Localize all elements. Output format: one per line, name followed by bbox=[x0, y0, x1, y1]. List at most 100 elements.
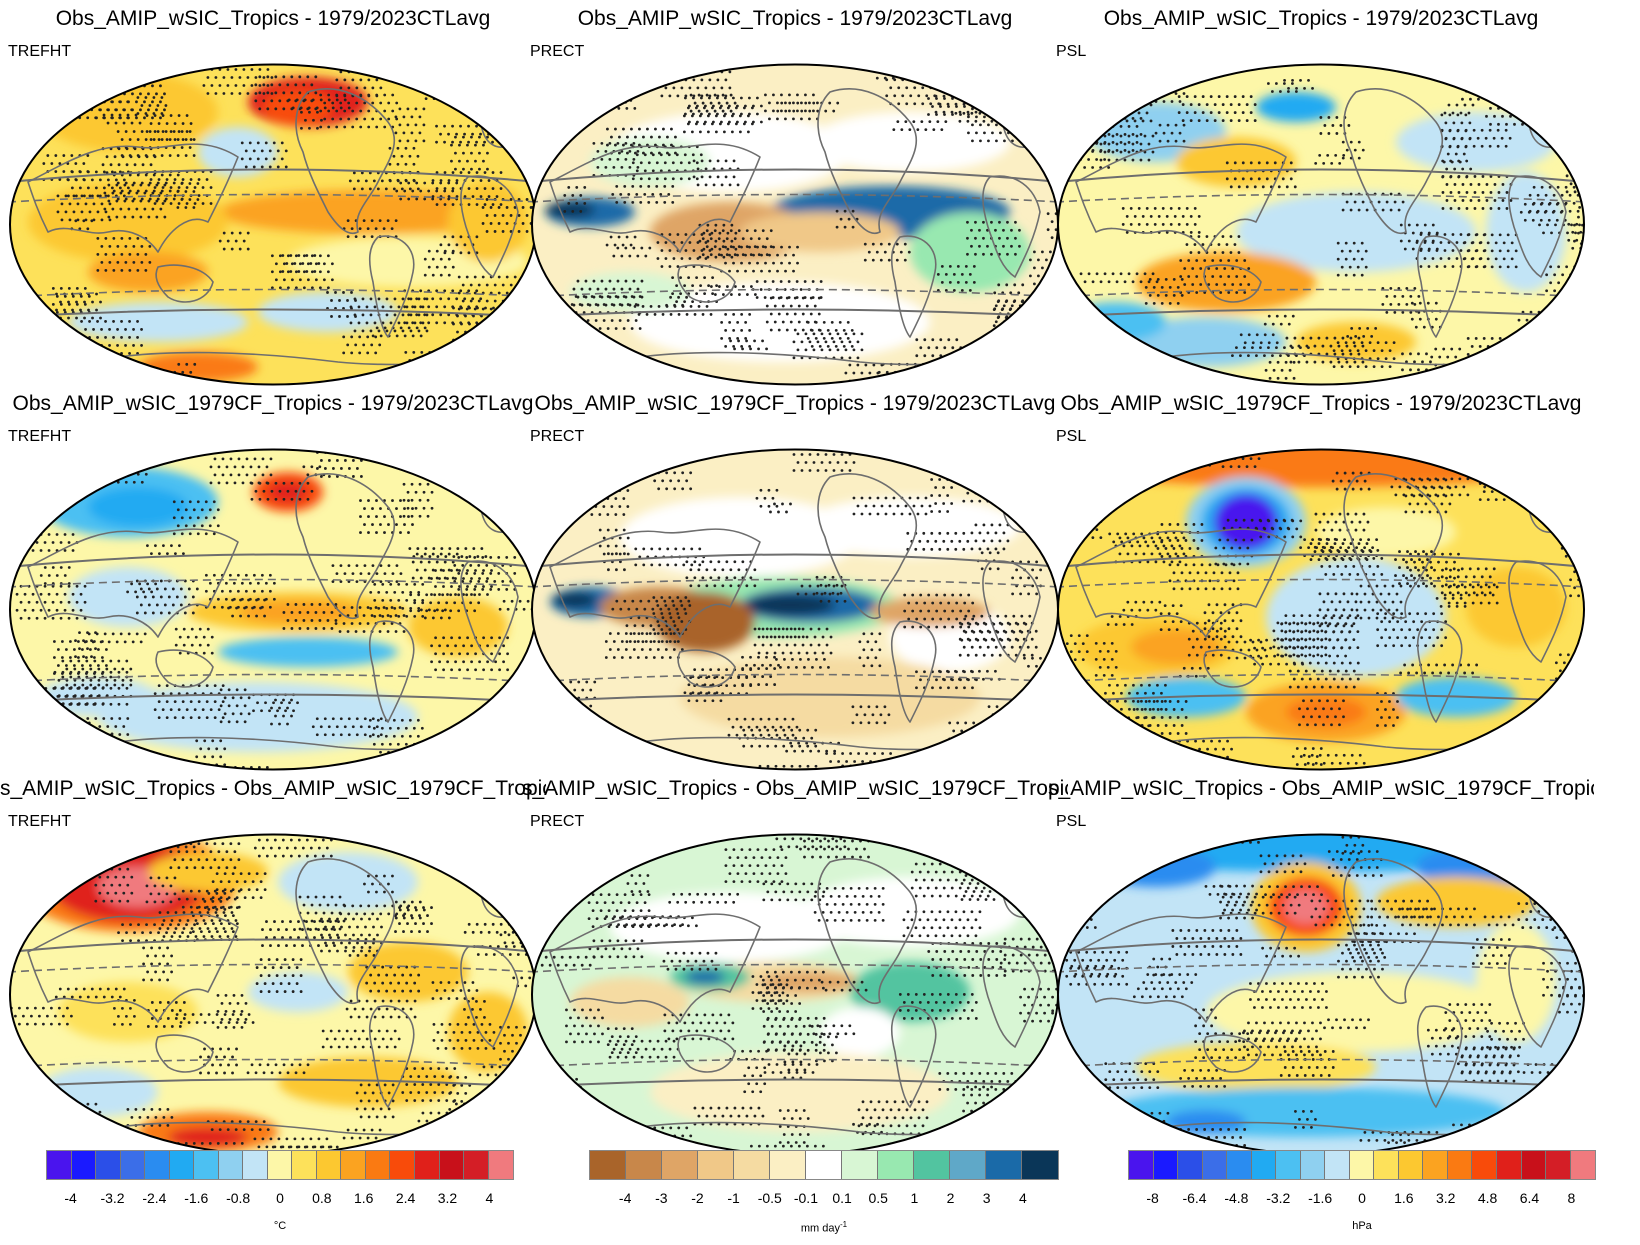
colorbar-tick-label: -3.2 bbox=[100, 1190, 125, 1206]
map-panel: s_AMIP_wSIC_Tropics - Obs_AMIP_wSIC_1979… bbox=[0, 776, 546, 1160]
world-map bbox=[1057, 448, 1585, 771]
map-panel: s_AMIP_wSIC_Tropics - Obs_AMIP_wSIC_1979… bbox=[1048, 776, 1594, 1160]
colorbar-swatch bbox=[1227, 1151, 1252, 1179]
colorbar-tick-label: 2 bbox=[946, 1190, 955, 1206]
colorbar-swatch bbox=[806, 1151, 842, 1179]
colorbar-swatch bbox=[986, 1151, 1022, 1179]
colorbar-swatch bbox=[169, 1151, 195, 1179]
colorbar-tick-label: -4 bbox=[64, 1190, 77, 1206]
colorbar-tick-label: -0.8 bbox=[226, 1190, 251, 1206]
panel-variable: PRECT bbox=[530, 43, 585, 60]
colorbar-swatch bbox=[120, 1151, 146, 1179]
colorbar-swatch bbox=[218, 1151, 244, 1179]
colorbar-tick-label: 0 bbox=[1358, 1190, 1366, 1206]
world-map bbox=[1057, 833, 1585, 1156]
colorbar-swatch bbox=[626, 1151, 662, 1179]
colorbar-tick-label: -6.4 bbox=[1182, 1190, 1207, 1206]
colorbar-tick-label: 0.5 bbox=[868, 1190, 888, 1206]
colorbar-swatch bbox=[243, 1151, 268, 1179]
colorbar-tick-label: 1 bbox=[910, 1190, 919, 1206]
colorbar-swatch bbox=[1546, 1151, 1571, 1179]
map-panel: s_AMIP_wSIC_Tropics - Obs_AMIP_wSIC_1979… bbox=[522, 776, 1068, 1160]
world-map bbox=[9, 833, 537, 1156]
colorbar-boxes bbox=[589, 1150, 1059, 1180]
colorbar-swatch bbox=[878, 1151, 914, 1179]
map-panel: Obs_AMIP_wSIC_1979CF_Tropics - 1979/2023… bbox=[1048, 391, 1594, 775]
panel-variable: PRECT bbox=[530, 813, 585, 830]
world-map bbox=[531, 448, 1059, 771]
colorbar-tick-label: 4 bbox=[485, 1190, 494, 1206]
colorbar-swatch bbox=[145, 1151, 170, 1179]
colorbar-tick-label: -3.2 bbox=[1266, 1190, 1291, 1206]
panel-variable: PSL bbox=[1056, 813, 1087, 830]
panel-variable: PRECT bbox=[530, 428, 585, 445]
colorbar-tick-label: -0.1 bbox=[793, 1190, 818, 1206]
colorbar-unit: mm day-1 bbox=[800, 1220, 848, 1235]
panel-variable: TREFHT bbox=[8, 813, 72, 830]
colorbar-swatch bbox=[390, 1151, 415, 1179]
colorbar-swatch bbox=[1022, 1151, 1058, 1179]
colorbar-swatch bbox=[914, 1151, 950, 1179]
colorbar-unit: °C bbox=[273, 1220, 287, 1232]
colorbar-swatch bbox=[71, 1151, 97, 1179]
colorbar-swatch bbox=[365, 1151, 391, 1179]
colorbar-swatch bbox=[1521, 1151, 1547, 1179]
colorbar-tick-label: -4.8 bbox=[1224, 1190, 1249, 1206]
map-panel: Obs_AMIP_wSIC_Tropics - 1979/2023CTLavg … bbox=[522, 6, 1068, 390]
colorbar-tick-label: -3 bbox=[655, 1190, 668, 1206]
colorbar-swatch bbox=[1398, 1151, 1424, 1179]
panel-title: Obs_AMIP_wSIC_Tropics - 1979/2023CTLavg bbox=[1103, 7, 1539, 30]
colorbar-swatch bbox=[590, 1151, 626, 1179]
colorbar-tick-label: 0.1 bbox=[832, 1190, 852, 1206]
map-panel: Obs_AMIP_wSIC_1979CF_Tropics - 1979/2023… bbox=[522, 391, 1068, 775]
colorbar-tick-label: 4.8 bbox=[1477, 1190, 1498, 1206]
colorbar-tick-label: 0.8 bbox=[312, 1190, 332, 1206]
colorbar-swatch bbox=[1570, 1151, 1596, 1179]
colorbar-swatch bbox=[1202, 1151, 1228, 1179]
colorbar-swatch bbox=[194, 1151, 219, 1179]
colorbar-swatch bbox=[734, 1151, 770, 1179]
panel-title: Obs_AMIP_wSIC_1979CF_Tropics - 1979/2023… bbox=[1060, 392, 1582, 415]
panel-variable: TREFHT bbox=[8, 43, 72, 60]
world-map bbox=[531, 833, 1059, 1156]
colorbar-swatch bbox=[316, 1151, 342, 1179]
colorbar-tick-label: 1.6 bbox=[1394, 1190, 1414, 1206]
colorbar-swatch bbox=[267, 1151, 293, 1179]
colorbar-swatch bbox=[1374, 1151, 1399, 1179]
colorbar-tick-label: -2 bbox=[691, 1190, 704, 1206]
world-map bbox=[9, 448, 537, 771]
colorbar-swatch bbox=[1251, 1151, 1277, 1179]
colorbar-unit: hPa bbox=[1352, 1220, 1372, 1232]
colorbar-tick-label: 2.4 bbox=[395, 1190, 416, 1206]
colorbar-tick-label: 4 bbox=[1018, 1190, 1027, 1206]
colorbar-swatch bbox=[341, 1151, 366, 1179]
colorbar-tick-label: -0.5 bbox=[757, 1190, 782, 1206]
colorbar-swatch bbox=[292, 1151, 317, 1179]
world-map bbox=[1057, 63, 1585, 386]
world-map bbox=[9, 63, 537, 386]
colorbar-swatch bbox=[1276, 1151, 1301, 1179]
colorbar-tick-label: -8 bbox=[1146, 1190, 1159, 1206]
panel-variable: PSL bbox=[1056, 43, 1087, 60]
colorbar-tick-label: 8 bbox=[1567, 1190, 1576, 1206]
world-map bbox=[531, 63, 1059, 386]
panel-title: Obs_AMIP_wSIC_Tropics - 1979/2023CTLavg bbox=[577, 7, 1013, 30]
colorbar-tick-label: -2.4 bbox=[142, 1190, 167, 1206]
colorbar-swatch bbox=[464, 1151, 489, 1179]
panel-title: s_AMIP_wSIC_Tropics - Obs_AMIP_wSIC_1979… bbox=[1048, 777, 1594, 800]
panel-title: Obs_AMIP_wSIC_1979CF_Tropics - 1979/2023… bbox=[12, 392, 534, 415]
map-panel: Obs_AMIP_wSIC_Tropics - 1979/2023CTLavg … bbox=[0, 6, 546, 390]
colorbar-tick-label: -1.6 bbox=[184, 1190, 209, 1206]
colorbar-swatch bbox=[439, 1151, 465, 1179]
colorbar-swatch bbox=[47, 1151, 72, 1179]
colorbar-boxes bbox=[46, 1150, 514, 1180]
colorbar-swatch bbox=[1153, 1151, 1179, 1179]
colorbar-swatch bbox=[1472, 1151, 1497, 1179]
panel-variable: TREFHT bbox=[8, 428, 72, 445]
panel-title: Obs_AMIP_wSIC_1979CF_Tropics - 1979/2023… bbox=[534, 392, 1056, 415]
colorbar-swatch bbox=[698, 1151, 734, 1179]
colorbar-tick-label: 3.2 bbox=[437, 1190, 458, 1206]
colorbar-swatch bbox=[1423, 1151, 1448, 1179]
colorbar-swatch bbox=[662, 1151, 698, 1179]
colorbar-tick-label: 1.6 bbox=[354, 1190, 374, 1206]
